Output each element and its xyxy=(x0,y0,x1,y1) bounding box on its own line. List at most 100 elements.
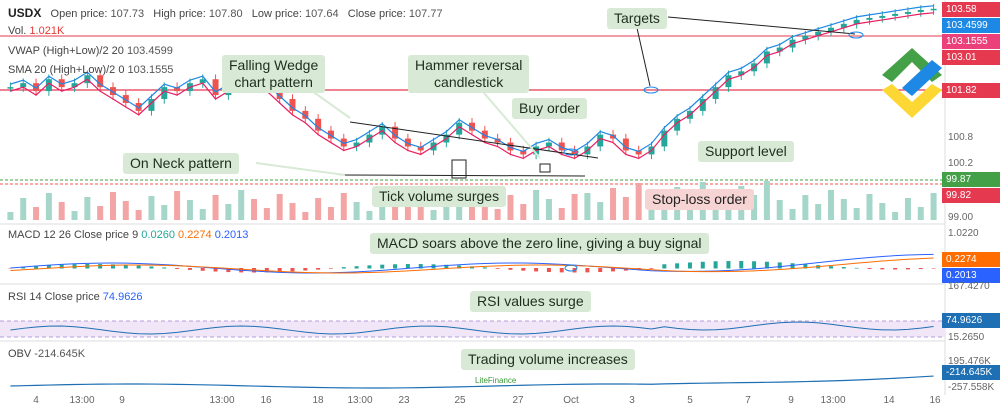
candle-body xyxy=(879,15,886,18)
macd-bar xyxy=(354,266,359,269)
sma-line xyxy=(10,12,934,160)
pointer-neck xyxy=(255,162,346,176)
volume-bar xyxy=(122,201,129,220)
obv-price-label: -214.645K xyxy=(942,365,1000,380)
volume-bar xyxy=(251,199,258,220)
pointer-targets-b xyxy=(667,16,856,35)
volume-bar xyxy=(392,206,399,220)
candle-body xyxy=(558,142,565,151)
candle-body xyxy=(571,150,578,155)
open-label: Open price: xyxy=(50,8,108,20)
volume-bar xyxy=(238,190,245,220)
volume-bar xyxy=(815,204,822,220)
rsi-band xyxy=(0,321,945,337)
price-label-vwap: 103.4599 xyxy=(942,18,1000,33)
candle-body xyxy=(276,87,283,99)
x-tick-label: 3 xyxy=(629,395,635,406)
candle-body xyxy=(494,138,501,143)
macd-bar xyxy=(8,268,13,269)
volume-bar xyxy=(840,199,847,220)
macd-bar xyxy=(136,265,141,269)
macd-bar xyxy=(418,264,423,269)
volume-bar xyxy=(263,208,270,220)
price-tick: 99.00 xyxy=(948,212,974,223)
vwap-value: 103.4599 xyxy=(126,45,173,57)
macd-bar xyxy=(277,268,282,272)
candle-body xyxy=(597,134,604,147)
callout-tick-volume: Tick volume surges xyxy=(372,186,507,207)
callout-stop-loss: Stop-loss order xyxy=(645,189,754,210)
pointer-targets-a xyxy=(636,27,651,87)
price-label-99-82: 99.82 xyxy=(942,188,1000,203)
volume-bar xyxy=(879,203,886,220)
price-tick: 100.2 xyxy=(948,158,974,169)
macd-bar xyxy=(21,267,26,269)
low-value: 107.64 xyxy=(304,8,339,20)
volume-legend: Vol. 1.021K xyxy=(8,25,64,37)
macd-bar xyxy=(726,261,731,269)
macd-bar xyxy=(457,265,462,269)
volume-bar xyxy=(776,200,783,220)
candle-body xyxy=(674,118,681,131)
volume-bar xyxy=(161,205,168,220)
macd-bar xyxy=(777,262,782,269)
price-tick: 1.0220 xyxy=(948,228,979,239)
volume-bar xyxy=(443,196,450,220)
macd-bar xyxy=(713,261,718,269)
volume-bar xyxy=(892,212,899,220)
volume-bar xyxy=(33,207,40,220)
candle-body xyxy=(661,130,668,147)
candle-body xyxy=(545,142,552,147)
macd-bar xyxy=(649,268,654,269)
volume-bar xyxy=(597,202,604,220)
volume-bar xyxy=(610,188,617,220)
volume-bar xyxy=(276,194,283,220)
candle-body xyxy=(725,75,732,88)
rsi-legend: RSI 14 Close price 74.9626 xyxy=(8,291,143,303)
volume-bar xyxy=(763,181,770,220)
macd-bar xyxy=(893,268,898,270)
macd-bar xyxy=(559,268,564,273)
price-tick: 195.476K xyxy=(948,356,991,367)
macd-bar xyxy=(880,268,885,270)
volume-bar xyxy=(212,195,219,220)
candle-body xyxy=(135,102,142,111)
vol-value: 1.021K xyxy=(29,25,65,37)
price-tick: 15.2650 xyxy=(948,332,985,343)
x-tick-label: 25 xyxy=(454,395,466,406)
rsi-value: 74.9626 xyxy=(102,291,143,303)
x-tick-label: 13:00 xyxy=(69,395,95,406)
volume-bar xyxy=(353,202,360,220)
volume-bar xyxy=(751,195,758,220)
volume-bar xyxy=(186,200,193,220)
volume-bar xyxy=(148,196,155,220)
candle-body xyxy=(866,17,873,20)
callout-targets: Targets xyxy=(607,8,667,29)
macd-bar xyxy=(341,267,346,269)
macd-bar xyxy=(187,268,192,270)
vol-label: Vol. xyxy=(8,25,27,37)
macd-bar xyxy=(867,268,872,269)
macd-bar xyxy=(59,264,64,269)
rsi-label: RSI 14 Close price xyxy=(8,291,100,303)
price-label-103-58: 103.58 xyxy=(942,2,1000,17)
candle-body xyxy=(904,11,911,14)
x-tick-label: 9 xyxy=(788,395,794,406)
x-tick-label: 23 xyxy=(398,395,410,406)
macd-bar xyxy=(841,267,846,269)
macd-value-1: 0.0260 xyxy=(141,229,175,241)
volume-bar xyxy=(174,191,181,220)
macd-bar xyxy=(739,261,744,269)
high-value: 107.80 xyxy=(208,8,243,20)
rsi-line xyxy=(10,321,934,335)
macd-bar xyxy=(444,264,449,269)
volume-bar xyxy=(58,202,65,220)
candle-body xyxy=(212,79,219,96)
x-tick-label: 5 xyxy=(687,395,693,406)
candle-body xyxy=(302,110,309,119)
candle-body xyxy=(7,87,14,89)
volume-bar xyxy=(853,208,860,220)
volume-bar xyxy=(97,206,104,220)
sma-legend: SMA 20 (High+Low)/2 0 103.1555 xyxy=(8,64,173,76)
